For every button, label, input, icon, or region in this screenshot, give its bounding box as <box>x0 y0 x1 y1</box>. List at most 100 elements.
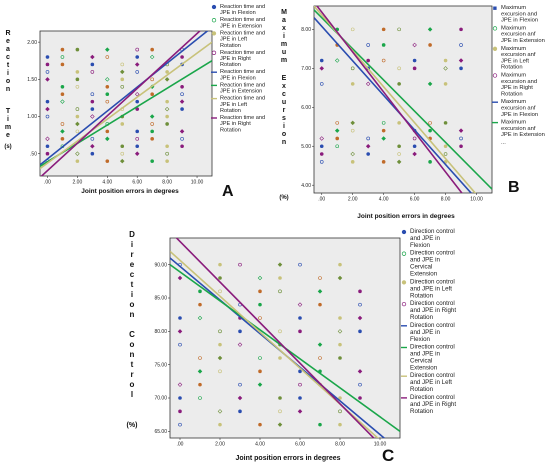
scatter-point <box>197 315 203 321</box>
y-tick-label: 75.00 <box>154 362 167 368</box>
scatter-point <box>75 159 80 163</box>
chart-panel-b: .00 2.00 4.00 6.00 8.00 10.00 4.00 5.00 6.00 7.00… <box>276 0 550 225</box>
svg-text:Extension: Extension <box>410 271 438 278</box>
scatter-point <box>338 262 342 267</box>
svg-text:Rotation: Rotation <box>501 91 523 97</box>
scatter-point <box>150 47 154 52</box>
svg-text:r: r <box>283 107 286 114</box>
scatter-point <box>350 82 355 86</box>
scatter-point <box>238 409 242 414</box>
svg-text:n: n <box>130 310 135 319</box>
scatter-point <box>427 27 433 32</box>
svg-text:Maximum: Maximum <box>501 73 526 79</box>
scatter-point <box>350 27 355 32</box>
x-tick-label: 8.00 <box>335 442 345 448</box>
svg-text:u: u <box>282 49 286 56</box>
scatter-point <box>319 66 325 71</box>
scatter-point <box>258 289 262 294</box>
scatter-point <box>412 144 417 149</box>
scatter-point <box>120 151 125 156</box>
x-tick-label: 4.00 <box>255 442 265 448</box>
svg-text:i: i <box>7 70 9 77</box>
scatter-point <box>218 329 222 334</box>
scatter-point <box>177 382 183 387</box>
scatter-point <box>412 42 417 48</box>
svg-text:Direction control: Direction control <box>410 300 455 307</box>
svg-text:e: e <box>130 260 135 269</box>
scatter-point <box>278 409 282 414</box>
scatter-point <box>105 99 110 104</box>
scatter-point <box>381 121 386 125</box>
svg-text:Extension: Extension <box>410 365 438 372</box>
scatter-point <box>90 99 95 104</box>
scatter-point <box>177 275 183 281</box>
svg-text:Rotation: Rotation <box>220 43 241 49</box>
scatter-point <box>60 55 65 59</box>
scatter-point <box>338 316 342 320</box>
scatter-point <box>179 129 185 134</box>
scatter-point <box>428 128 432 133</box>
svg-text:Rotation: Rotation <box>220 127 241 133</box>
svg-text:JPE in Flexion: JPE in Flexion <box>501 18 538 24</box>
x-tick-label: 10.00 <box>374 442 387 448</box>
svg-text:JPE in Right: JPE in Right <box>220 56 251 62</box>
panel-label: B <box>508 179 520 196</box>
scatter-point <box>45 70 50 74</box>
x-tick-label: 6.00 <box>410 197 420 203</box>
x-tick-label: 4.00 <box>379 197 389 203</box>
fit-line-right-rotation <box>40 31 202 176</box>
scatter-point <box>218 289 222 294</box>
svg-text:i: i <box>7 116 9 123</box>
svg-text:Reaction time and: Reaction time and <box>220 4 265 10</box>
svg-text:Reaction time and: Reaction time and <box>220 50 265 56</box>
scatter-point <box>75 70 80 74</box>
scatter-point <box>334 58 340 63</box>
scatter-point <box>428 43 432 47</box>
svg-text:r: r <box>130 250 133 259</box>
scatter-point <box>75 114 80 119</box>
scatter-point <box>60 137 65 141</box>
svg-text:t: t <box>7 62 10 69</box>
scatter-point <box>45 99 50 104</box>
scatter-point <box>149 114 155 119</box>
svg-text:Direction control: Direction control <box>410 344 455 351</box>
svg-text:l: l <box>131 390 133 399</box>
scatter-point <box>335 136 340 141</box>
scatter-point <box>178 396 182 400</box>
y-tick-label: 5.00 <box>301 144 311 150</box>
scatter-point <box>397 27 401 32</box>
fit-line-right-rotation <box>316 6 463 193</box>
svg-text:u: u <box>282 99 286 106</box>
svg-text:and JPE in: and JPE in <box>410 329 440 336</box>
scatter-point <box>358 302 362 307</box>
svg-text:t: t <box>131 280 134 289</box>
svg-text:a: a <box>6 46 10 53</box>
svg-text:and JPE in: and JPE in <box>410 351 440 358</box>
x-tick-label: .00 <box>44 180 51 186</box>
scatter-point <box>198 356 202 360</box>
plot-content <box>314 6 492 193</box>
scatter-point <box>198 396 202 400</box>
scatter-point <box>319 144 324 149</box>
svg-text:Direction control: Direction control <box>410 278 455 285</box>
chart-c-svg: .00 2.00 4.00 6.00 8.00 10.00 65.00 70.00 75.00 8… <box>127 228 457 465</box>
scatter-point <box>45 77 50 82</box>
scatter-point <box>120 77 125 82</box>
scatter-point <box>428 160 432 164</box>
scatter-point <box>381 27 386 32</box>
svg-text:Reaction time and: Reaction time and <box>220 115 265 121</box>
scatter-point <box>298 316 302 320</box>
scatter-point <box>60 99 65 104</box>
scatter-point <box>165 70 169 74</box>
svg-text:c: c <box>6 54 10 61</box>
svg-text:Reaction time and: Reaction time and <box>220 69 265 75</box>
scatter-point <box>180 144 184 149</box>
